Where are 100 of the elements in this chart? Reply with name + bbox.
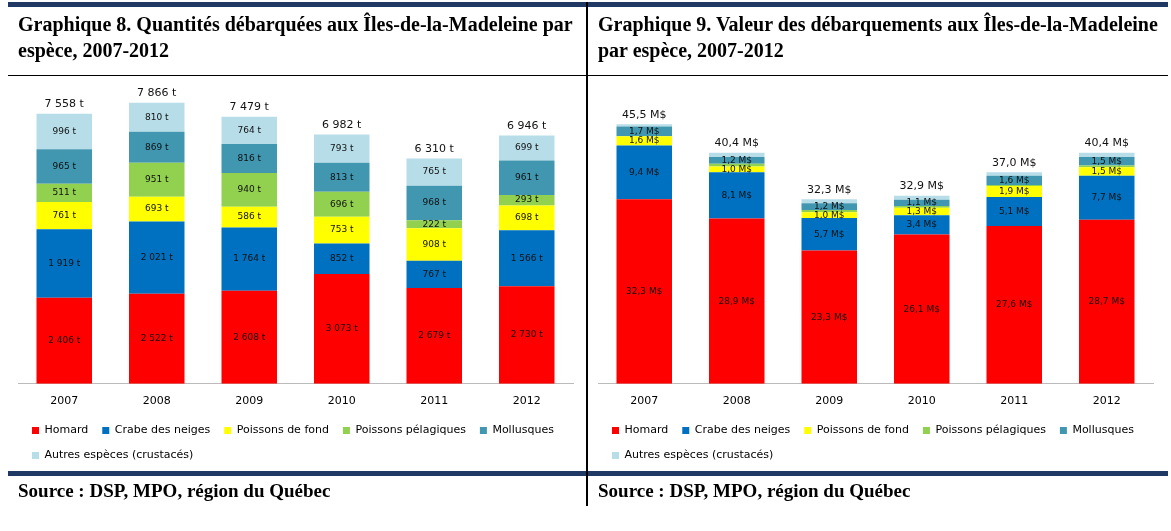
x-tick-label: 2009: [235, 394, 264, 408]
data-label: 2 021 t: [140, 251, 174, 262]
data-label: 1,5 M$: [1091, 165, 1123, 176]
legend-label: Poissons de fond: [236, 423, 329, 437]
legend-label: Poissons pélagiques: [355, 423, 467, 437]
total-label: 7 558 t: [44, 97, 85, 111]
data-label: 26,1 M$: [903, 303, 940, 314]
x-tick-label: 2011: [420, 394, 449, 408]
legend-label: Autres espèces (crustacés): [624, 448, 774, 462]
data-label: 951 t: [144, 174, 169, 185]
x-tick-label: 2009: [815, 394, 844, 408]
chart-title: Graphique 9. Valeur des débarquements aux Îles-de-la-Madeleine par espèce, 2007-2012: [588, 2, 1168, 76]
data-label: 767 t: [422, 268, 447, 279]
data-label: 693 t: [144, 203, 169, 214]
data-label: 293 t: [514, 194, 539, 205]
data-label: 1,6 M$: [628, 135, 660, 146]
data-label: 813 t: [329, 171, 354, 182]
total-label: 7 866 t: [137, 86, 178, 100]
x-tick-label: 2008: [142, 394, 171, 408]
data-label: 1 764 t: [233, 253, 266, 264]
data-label: 793 t: [329, 142, 354, 153]
x-tick-label: 2008: [722, 394, 751, 408]
data-label: 810 t: [144, 111, 169, 122]
data-label: 23,3 M$: [811, 311, 848, 322]
data-label: 32,3 M$: [626, 285, 663, 296]
data-label: 1,5 M$: [1091, 155, 1123, 166]
data-label: 1,2 M$: [813, 200, 845, 211]
data-label: 28,7 M$: [1088, 296, 1125, 307]
data-label: 586 t: [237, 211, 262, 222]
x-tick-label: 2012: [1092, 394, 1121, 408]
total-label: 6 946 t: [507, 118, 548, 132]
data-label: 696 t: [329, 198, 354, 209]
x-tick-label: 2007: [50, 394, 79, 408]
data-label: 5,7 M$: [813, 228, 845, 239]
data-label: 699 t: [514, 142, 539, 153]
data-label: 28,9 M$: [718, 295, 755, 306]
data-label: 698 t: [514, 212, 539, 223]
data-label: 1,3 M$: [906, 205, 938, 216]
data-label: 816 t: [237, 152, 262, 163]
x-tick-label: 2011: [1000, 394, 1029, 408]
data-label: 1,2 M$: [721, 154, 753, 165]
total-label: 6 982 t: [322, 117, 363, 131]
data-label: 1,0 M$: [721, 163, 753, 174]
data-label: 3 073 t: [325, 323, 359, 334]
data-label: 511 t: [52, 187, 77, 198]
data-label: 869 t: [144, 141, 169, 152]
data-label: 940 t: [237, 184, 262, 195]
legend-label: Crabe des neiges: [114, 423, 211, 437]
data-label: 1,7 M$: [628, 125, 660, 136]
legend-label: Mollusques: [492, 423, 555, 437]
total-label: 6 310 t: [414, 141, 455, 155]
total-label: 40,4 M$: [714, 136, 759, 150]
data-label: 1 919 t: [48, 257, 81, 268]
data-label: 1,6 M$: [998, 174, 1030, 185]
data-label: 1 566 t: [510, 252, 544, 263]
chart-title: Graphique 8. Quantités débarquées aux Îles-de-la-Madeleine par espèce, 2007-2012: [8, 2, 586, 76]
data-label: 9,4 M$: [628, 166, 660, 177]
data-label: 765 t: [422, 166, 447, 177]
total-label: 37,0 M$: [992, 155, 1037, 169]
total-label: 32,3 M$: [807, 182, 852, 196]
total-label: 32,9 M$: [899, 179, 944, 193]
data-label: 968 t: [422, 197, 447, 208]
data-label: 2 730 t: [510, 329, 544, 340]
data-label: 2 406 t: [48, 335, 81, 346]
data-label: 1,1 M$: [906, 197, 938, 208]
data-label: 2 679 t: [418, 330, 451, 341]
x-tick-label: 2012: [512, 394, 541, 408]
data-label: 1,9 M$: [998, 185, 1030, 196]
data-label: 3,4 M$: [906, 219, 938, 230]
data-label: 8,1 M$: [721, 189, 753, 200]
data-label: 965 t: [52, 160, 77, 171]
source-note: Source : DSP, MPO, région du Québec: [588, 471, 1168, 506]
source-note: Source : DSP, MPO, région du Québec: [8, 471, 586, 506]
data-label: 764 t: [237, 124, 262, 135]
data-label: 908 t: [422, 238, 447, 249]
legend-label: Mollusques: [1072, 423, 1135, 437]
data-label: 1,0 M$: [813, 209, 845, 220]
data-label: 996 t: [52, 125, 77, 136]
data-label: 222 t: [422, 218, 447, 229]
data-label: 761 t: [52, 210, 77, 221]
data-label: 753 t: [329, 224, 354, 235]
total-label: 40,4 M$: [1084, 136, 1129, 150]
data-label: 2 608 t: [233, 331, 266, 342]
data-label: 5,1 M$: [998, 205, 1030, 216]
data-label: 961 t: [514, 172, 539, 183]
x-tick-label: 2010: [907, 394, 936, 408]
x-tick-label: 2010: [327, 394, 356, 408]
data-label: 7,7 M$: [1091, 192, 1123, 203]
data-label: 852 t: [329, 253, 354, 264]
legend-label: Crabe des neiges: [694, 423, 791, 437]
legend-label: Homard: [624, 423, 669, 437]
total-label: 7 479 t: [229, 100, 270, 114]
total-label: 45,5 M$: [622, 107, 667, 121]
legend-label: Autres espèces (crustacés): [44, 448, 194, 462]
data-label: 27,6 M$: [996, 299, 1033, 310]
data-label: 2 522 t: [140, 333, 174, 344]
x-tick-label: 2007: [630, 394, 659, 408]
legend-label: Poissons de fond: [816, 423, 909, 437]
legend-label: Poissons pélagiques: [935, 423, 1047, 437]
legend-label: Homard: [44, 423, 89, 437]
